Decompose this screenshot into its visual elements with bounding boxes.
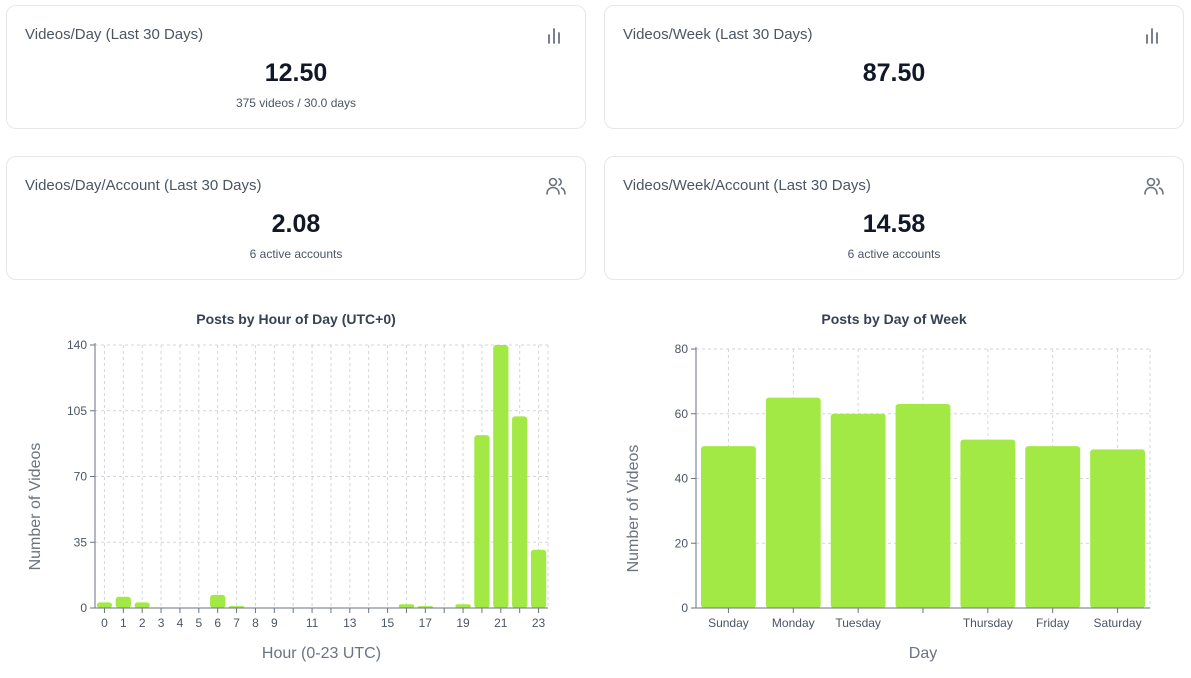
y-tick-label: 70 [74,470,88,484]
bar-0 [96,602,113,608]
x-tick-label: 2 [139,616,146,630]
x-tick-label: 7 [233,616,240,630]
card-value: 2.08 [271,210,321,238]
y-tick-label: 80 [675,342,689,356]
y-axis-label: Number of Videos [625,445,642,573]
card-value: 12.50 [264,59,328,87]
x-tick-label: 1 [120,616,127,630]
bar-Sunday [701,446,756,608]
x-tick-label: 11 [306,616,319,630]
x-tick-label: Sunday [708,616,749,630]
card-value: 14.58 [862,210,926,238]
x-tick-label: 5 [195,616,202,630]
stat-card-videos-per-week-per-account: Videos/Week/Account (Last 30 Days) 14.58… [604,156,1184,280]
bar-chart-icon [548,28,560,44]
y-tick-label: 60 [675,407,689,421]
bar-Saturday [1090,449,1145,608]
users-icon [1144,177,1164,195]
card-subtitle: 6 active accounts [249,247,343,261]
card-subtitle: 6 active accounts [847,247,941,261]
x-tick-label: 15 [381,616,395,630]
x-tick-label: 21 [494,616,508,630]
card-title: Videos/Week/Account (Last 30 Days) [623,177,871,194]
y-tick-label: 105 [67,404,87,418]
x-tick-label: Friday [1036,616,1069,630]
bar-20 [474,435,490,608]
chart-title: Posts by Day of Week [821,311,967,327]
bar-1 [115,596,131,608]
y-tick-label: 40 [675,472,689,486]
x-tick-label: 17 [419,616,433,630]
stat-card-videos-per-week: Videos/Week (Last 30 Days) 87.50 [604,5,1184,129]
x-tick-label: 19 [456,616,470,630]
x-axis-label: Hour (0-23 UTC) [262,645,381,662]
users-icon [546,177,566,195]
y-tick-label: 35 [74,535,88,549]
y-tick-label: 0 [80,601,87,615]
bar-21 [493,345,509,608]
weekday-chart-panel: Posts by Day of Week 0 20 40 60 80 Sunday Mond… [604,311,1184,671]
x-tick-label: 3 [158,616,165,630]
x-tick-label: Tuesday [835,616,881,630]
x-tick-label: 13 [343,616,357,630]
card-title: Videos/Day (Last 30 Days) [25,26,204,43]
x-tick-label: 6 [214,616,221,630]
bar-6 [210,594,226,608]
x-tick-label: Monday [772,616,815,630]
bar-chart-icon [1146,28,1158,44]
bar-2 [134,602,150,608]
card-subtitle: 375 videos / 30.0 days [235,96,357,110]
x-tick-label: Thursday [963,616,1013,630]
y-axis-label: Number of Videos [27,443,44,571]
stat-card-videos-per-day: Videos/Day (Last 30 Days) 12.50 375 vide… [6,5,586,129]
chart-title: Posts by Hour of Day (UTC+0) [196,311,396,327]
bar-Wednesday [895,404,951,608]
bar-19 [455,604,471,608]
stat-card-videos-per-day-per-account: Videos/Day/Account (Last 30 Days) 2.08 6… [6,156,586,280]
bar-23 [530,549,547,608]
x-tick-label: 23 [532,616,546,630]
weekday-posts-chart: 0 20 40 60 80 Sunday Monday Tuesday Thursday Frid… [625,342,1151,662]
card-value: 87.50 [862,59,926,87]
bar-Friday [1025,446,1081,608]
x-tick-label: 4 [177,616,184,630]
y-tick-label: 0 [681,601,688,615]
x-axis-label: Day [909,645,937,662]
x-tick-label: 8 [252,616,259,630]
y-tick-label: 140 [67,338,87,352]
x-tick-label: 9 [271,616,278,630]
y-tick-label: 20 [675,536,689,550]
card-title: Videos/Day/Account (Last 30 Days) [25,177,262,194]
bar-Thursday [960,439,1016,608]
x-tick-label: 0 [101,616,108,630]
bar-Tuesday [830,413,886,608]
bar-22 [512,416,528,608]
x-tick-label: Saturday [1094,616,1142,630]
card-title: Videos/Week (Last 30 Days) [623,26,813,43]
hourly-chart-panel: Posts by Hour of Day (UTC+0) 0 35 70 105 140… [6,311,586,671]
bar-Monday [765,397,821,608]
bar-16 [398,604,415,608]
